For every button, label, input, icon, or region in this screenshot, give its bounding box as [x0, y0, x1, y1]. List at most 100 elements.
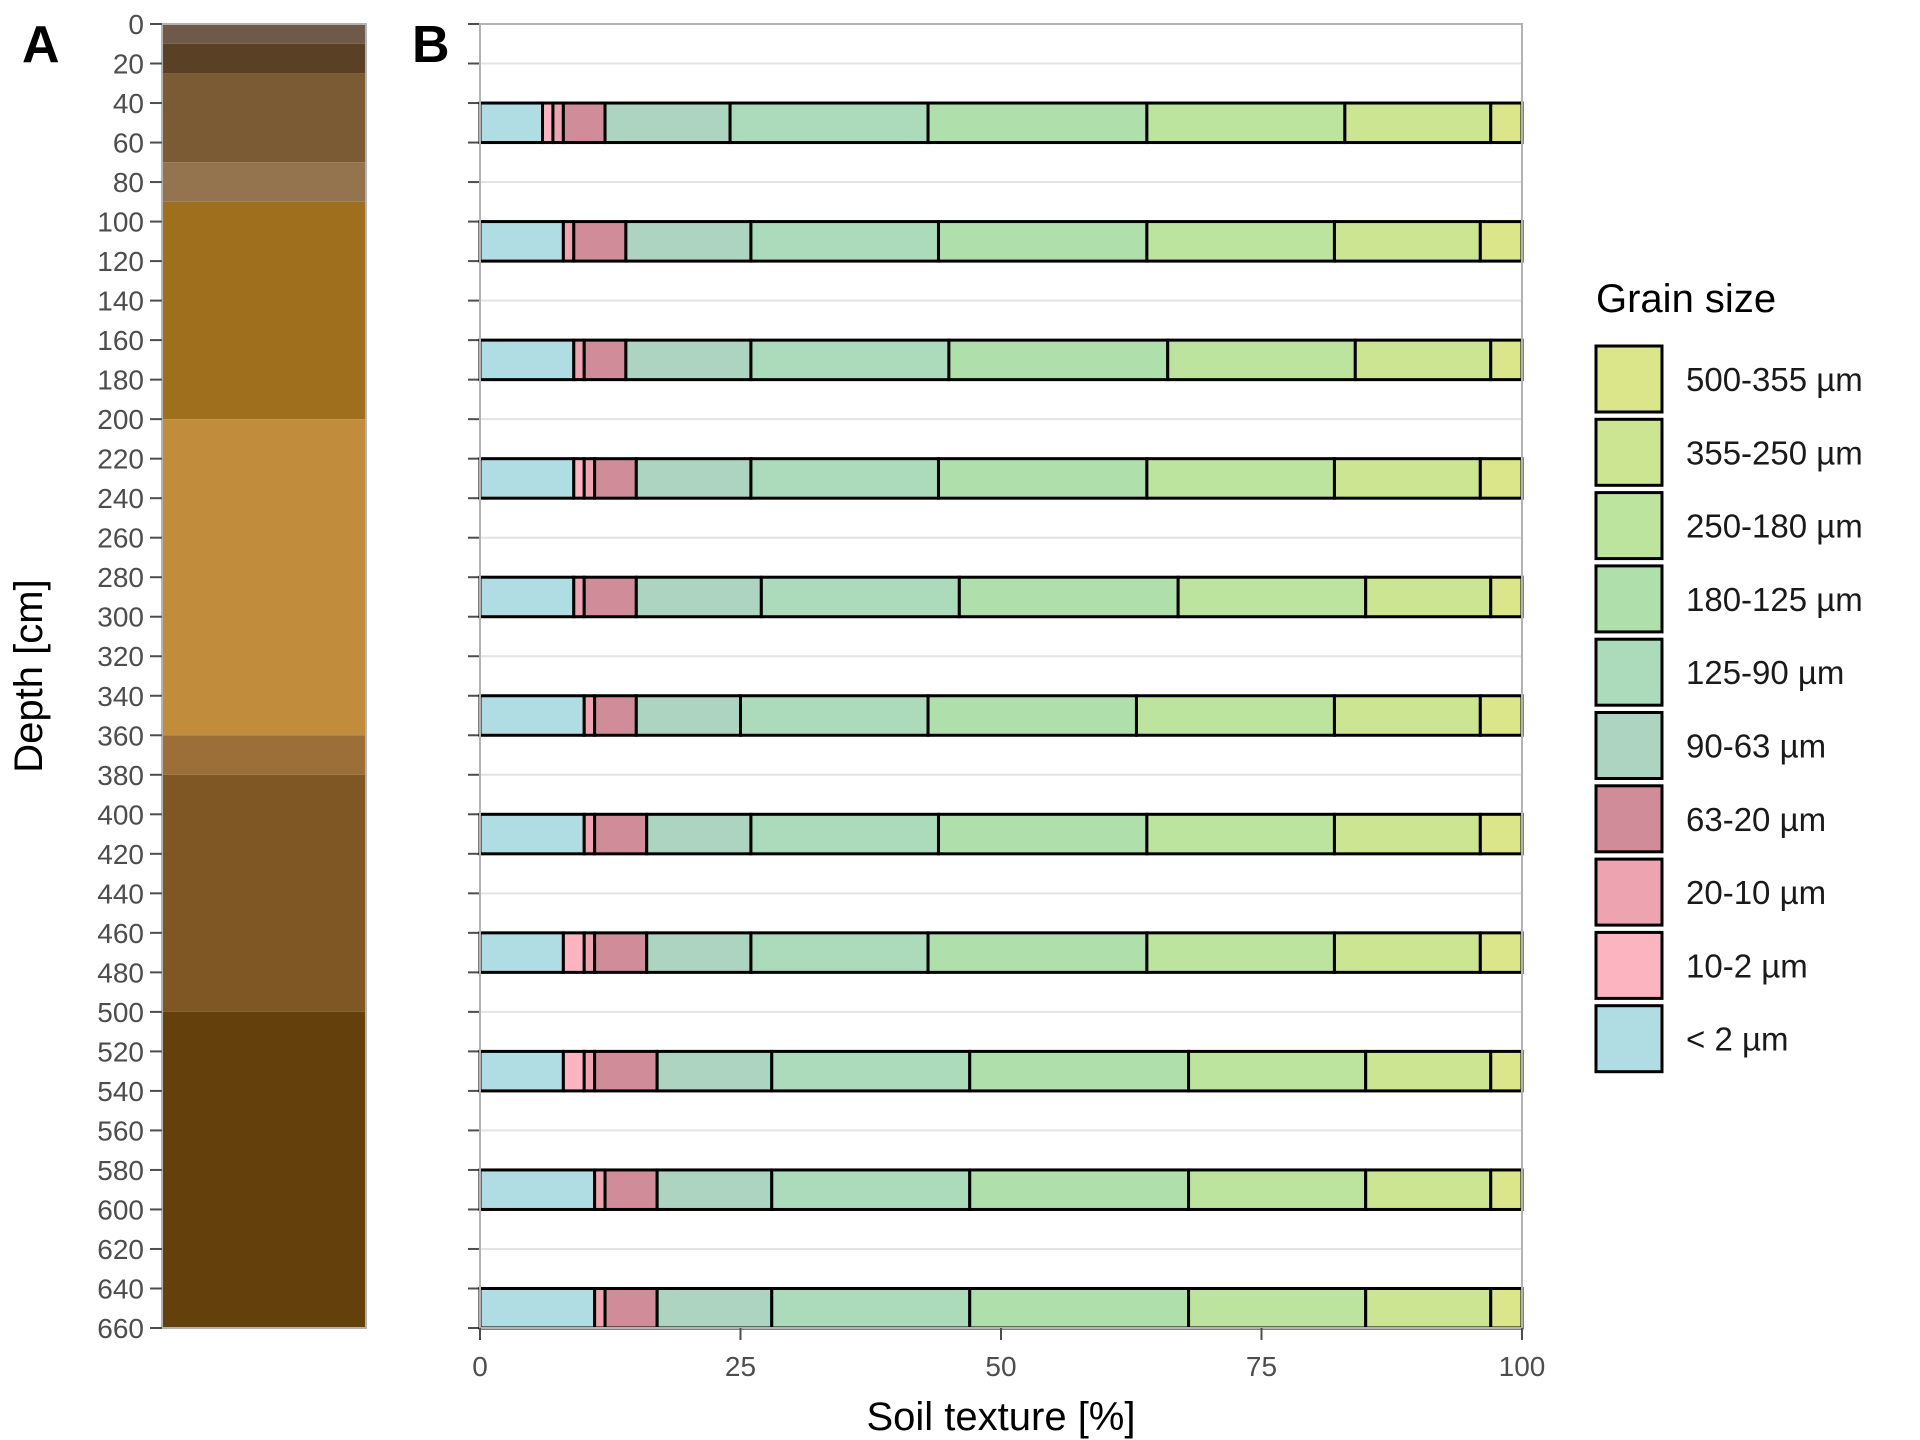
depth-tick-label: 420	[97, 839, 144, 870]
bar-segment	[770, 1049, 972, 1093]
bar-segment	[478, 575, 576, 619]
legend-title: Grain size	[1596, 277, 1776, 321]
bar-segment	[1145, 931, 1336, 974]
bar-segment	[593, 931, 649, 974]
bar-segment	[1489, 575, 1524, 619]
bar-segment	[645, 931, 753, 974]
bar-segment	[1145, 220, 1336, 263]
depth-tick-label: 380	[97, 760, 144, 791]
bar-segment	[1364, 1049, 1493, 1093]
texture-bar-100	[478, 220, 1524, 263]
bar-segment	[749, 338, 951, 382]
depth-tick-label: 540	[97, 1076, 144, 1107]
bar-segment	[1145, 812, 1336, 856]
bar-segment	[947, 338, 1170, 382]
legend-label: 10-2 µm	[1686, 947, 1808, 984]
legend-swatch	[1594, 344, 1664, 414]
depth-tick-label: 560	[97, 1115, 144, 1146]
panel-label-a: A	[22, 16, 60, 74]
legend-swatch	[1594, 637, 1664, 707]
texture-bar-580	[478, 1168, 1524, 1211]
texture-axis-ticks: 0 25 50 75 100	[472, 1328, 1545, 1382]
bar-segment	[478, 694, 586, 737]
depth-tick-label: 100	[97, 207, 144, 238]
bar-segment	[478, 1168, 597, 1211]
bar-segment	[478, 812, 586, 856]
bar-segment	[561, 220, 576, 263]
legend-swatch	[1594, 564, 1664, 634]
bar-segment	[634, 457, 753, 500]
bar-segment	[1332, 931, 1482, 974]
bar-segment	[572, 457, 586, 500]
depth-axis-ticks: 0 20 40 60 80 100 120 140 160 180 200 220 240 260 280 3…	[97, 9, 162, 1344]
depth-tick-label: 180	[97, 365, 144, 396]
depth-tick-label: 240	[97, 483, 144, 514]
bar-segment	[1478, 931, 1524, 974]
bar-segment	[759, 575, 961, 619]
bar-segment	[1187, 1286, 1368, 1330]
depth-tick-label: 360	[97, 720, 144, 751]
bar-segment	[1489, 1049, 1524, 1093]
depth-tick-label: 460	[97, 918, 144, 949]
texture-bars	[478, 101, 1524, 1330]
depth-column-layers	[162, 24, 366, 1328]
bar-segment	[478, 338, 576, 382]
depth-column-panel: 0 20 40 60 80 100 120 140 160 180 200 220 240 260 280 3…	[7, 9, 367, 1344]
bar-segment	[582, 931, 597, 974]
bar-segment	[582, 812, 597, 856]
bar-segment	[1478, 694, 1524, 737]
legend-swatch	[1594, 491, 1664, 561]
bar-segment	[582, 1049, 597, 1093]
depth-tick-label: 500	[97, 997, 144, 1028]
bar-segment	[1166, 338, 1357, 382]
texture-bar-640	[478, 1286, 1524, 1330]
bar-segment	[1364, 575, 1493, 619]
bar-segment	[936, 457, 1149, 500]
texture-bar-40	[478, 101, 1524, 145]
bar-segment	[770, 1286, 972, 1330]
depth-tick-label: 320	[97, 641, 144, 672]
bar-segment	[478, 1049, 565, 1093]
depth-tick-label: 620	[97, 1234, 144, 1265]
bar-segment	[561, 1049, 586, 1093]
bar-segment	[1489, 1286, 1524, 1330]
bar-segment	[572, 575, 586, 619]
bar-segment	[749, 812, 940, 856]
bar-segment	[561, 101, 607, 145]
bar-segment	[1332, 812, 1482, 856]
bar-segment	[936, 220, 1149, 263]
bar-segment	[624, 338, 753, 382]
bar-segment	[603, 1286, 659, 1330]
bar-segment	[749, 457, 940, 500]
texture-panel: 0 25 50 75 100 Soil texture [%]	[468, 23, 1545, 1439]
bar-segment	[1478, 457, 1524, 500]
depth-column-frame	[161, 23, 367, 1329]
bar-segment	[1134, 694, 1336, 737]
bar-segment	[1145, 457, 1336, 500]
texture-bar-280	[478, 575, 1524, 619]
depth-tick-label: 160	[97, 325, 144, 356]
bar-segment	[624, 220, 753, 263]
legend-item: 180-125 µm	[1594, 564, 1863, 634]
legend-swatch	[1594, 857, 1664, 927]
bar-segment	[478, 1286, 597, 1330]
depth-layer-0	[162, 24, 366, 44]
texture-tick-label: 0	[472, 1351, 488, 1382]
gridlines	[468, 23, 1522, 1329]
bar-segment	[1478, 220, 1524, 263]
bar-segment	[1489, 101, 1524, 145]
depth-tick-label: 220	[97, 444, 144, 475]
depth-tick-label: 440	[97, 878, 144, 909]
bar-segment	[634, 694, 742, 737]
depth-tick-label: 280	[97, 562, 144, 593]
bar-segment	[655, 1049, 774, 1093]
depth-layer-1	[162, 43, 366, 74]
bar-segment	[926, 694, 1138, 737]
depth-tick-label: 120	[97, 246, 144, 277]
legend-label: 250-180 µm	[1686, 508, 1863, 545]
texture-bar-340	[478, 694, 1524, 737]
bar-segment	[572, 338, 586, 382]
legend-swatch	[1594, 930, 1664, 1000]
bar-segment	[478, 931, 565, 974]
